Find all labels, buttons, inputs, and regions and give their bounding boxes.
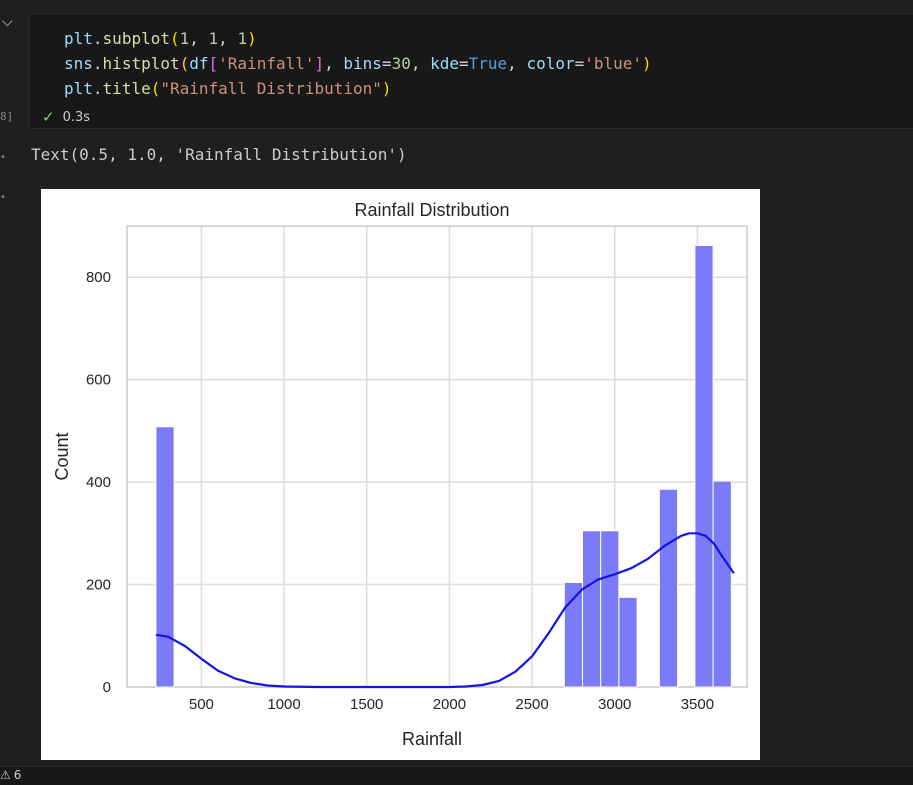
execution-time: 0.3s [62,109,91,125]
warnings-indicator[interactable]: ⚠ 6 [0,768,21,782]
y-tick-label: 0 [103,679,111,696]
histogram-bar [712,480,732,688]
chart-title: Rainfall Distribution [354,200,509,220]
collapse-chevron-icon[interactable]: ⌵ [2,14,13,30]
warning-icon: ⚠ [0,768,11,782]
x-tick-label: 1500 [350,696,383,713]
check-icon: ✓ [42,108,55,126]
x-tick-label: 2000 [433,696,466,713]
x-tick-label: 3000 [598,696,631,713]
x-tick-label: 2500 [515,696,548,713]
y-tick-label: 200 [86,577,111,594]
code-line[interactable]: plt.title("Rainfall Distribution") [64,79,392,98]
output-text: Text(0.5, 1.0, 'Rainfall Distribution') [31,145,407,164]
histogram-bar [658,488,679,688]
histogram-bar [600,530,620,688]
y-axis-label: Count [52,432,72,480]
histogram-chart: 500 1000 1500 2000 2500 3000 3500 0 200 400 600 800… [52,200,748,749]
x-axis-label: Rainfall [402,729,462,749]
histogram-bar [618,596,638,688]
code-editor[interactable]: plt.subplot(1, 1, 1) sns.histplot(df['Rai… [64,26,652,101]
bottom-status-bar [0,766,913,785]
chart-figure: 500 1000 1500 2000 2500 3000 3500 0 200 400 600 800… [41,189,760,760]
kde-line [155,532,735,689]
y-tick-label: 400 [86,474,111,491]
execution-count: 8] [0,110,14,123]
plot-frame [126,225,748,688]
output-collapse-icon-2[interactable]: • [0,192,6,203]
histogram-bar [694,244,714,688]
x-tick-label: 3500 [681,696,714,713]
y-tick-label: 800 [86,269,111,286]
code-line[interactable]: plt.subplot(1, 1, 1) [64,29,257,48]
x-tick-label: 500 [189,696,214,713]
warning-count: 6 [13,768,22,782]
histogram-bar [155,426,175,688]
x-tick-label: 1000 [267,696,300,713]
y-tick-label: 600 [86,372,111,389]
code-cell[interactable]: plt.subplot(1, 1, 1) sns.histplot(df['Rai… [29,13,913,129]
output-collapse-icon[interactable]: • [0,152,6,163]
histogram-bar [581,530,602,688]
cell-status: ✓ 0.3s [42,108,90,126]
code-line[interactable]: sns.histplot(df['Rainfall'], bins=30, kd… [64,54,652,73]
